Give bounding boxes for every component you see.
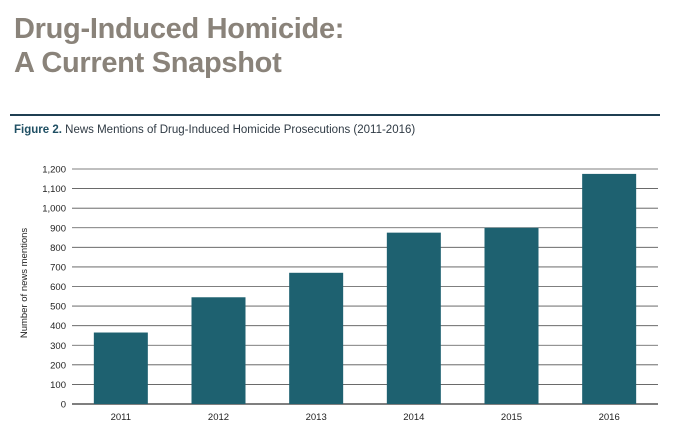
y-tick-label: 1,000 [42, 204, 66, 215]
x-tick-label: 2015 [501, 412, 522, 423]
heading-line-1: Drug-Induced Homicide: [14, 13, 345, 45]
figure-caption-text: News Mentions of Drug-Induced Homicide P… [65, 124, 416, 136]
x-tick-label: 2012 [208, 412, 229, 423]
y-axis-label: Number of news mentions [19, 228, 30, 339]
x-tick-label: 2016 [599, 412, 620, 423]
x-tick-label: 2011 [111, 412, 131, 423]
bar-2015 [484, 227, 539, 404]
y-tick-label: 200 [50, 360, 66, 371]
y-tick-label: 900 [50, 223, 66, 234]
bar-2016 [582, 173, 637, 404]
grid-lines [72, 168, 658, 405]
y-tick-label: 400 [50, 321, 66, 332]
y-tick-label: 500 [50, 302, 66, 313]
bar-2014 [386, 232, 441, 404]
y-tick-label: 1,200 [42, 165, 66, 176]
heading-divider [10, 114, 660, 116]
y-tick-label: 1,100 [42, 184, 66, 195]
y-tick-label: 600 [50, 282, 66, 293]
y-axis-ticks: 0 100 200 300 400 500 600 700 800 900 1,000 1,100 1,… [42, 165, 66, 411]
x-axis-ticks: 2011 2012 2013 2014 2015 2016 [111, 412, 620, 423]
bars [93, 173, 637, 404]
y-tick-label: 700 [50, 262, 66, 273]
bar-2013 [289, 272, 344, 404]
x-tick-label: 2013 [306, 412, 327, 423]
y-tick-label: 100 [50, 380, 66, 391]
y-tick-label: 300 [50, 341, 66, 352]
heading-line-2: A Current Snapshot [14, 47, 282, 79]
y-tick-label: 800 [50, 243, 66, 254]
y-tick-label: 0 [61, 400, 66, 411]
page-heading: Drug-Induced Homicide: A Current Snapsho… [14, 12, 344, 80]
bar-2011 [93, 332, 148, 404]
figure-number: Figure 2. [14, 124, 62, 136]
bar-2012 [191, 297, 246, 404]
x-tick-label: 2014 [403, 412, 424, 423]
figure-caption: Figure 2. News Mentions of Drug-Induced … [14, 124, 415, 136]
